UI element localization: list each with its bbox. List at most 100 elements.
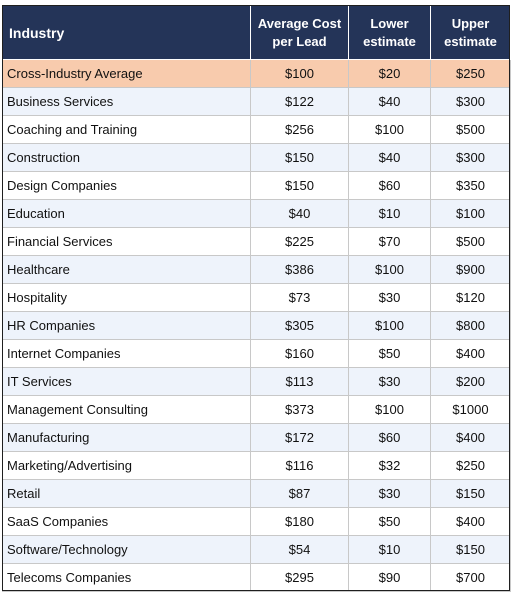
cell-average-cost: $180 bbox=[250, 507, 349, 536]
cell-lower-estimate: $50 bbox=[348, 507, 431, 536]
cell-average-cost: $172 bbox=[250, 423, 349, 452]
table-row: Marketing/Advertising $116 $32 $250 bbox=[2, 451, 511, 480]
cell-average-cost: $40 bbox=[250, 199, 349, 228]
cell-upper-estimate: $250 bbox=[430, 451, 511, 480]
cell-average-cost: $305 bbox=[250, 311, 349, 340]
table-row: Coaching and Training $256 $100 $500 bbox=[2, 115, 511, 144]
table-row: Design Companies $150 $60 $350 bbox=[2, 171, 511, 200]
cell-average-cost: $373 bbox=[250, 395, 349, 424]
cell-upper-estimate: $300 bbox=[430, 87, 511, 116]
cell-lower-estimate: $100 bbox=[348, 255, 431, 284]
cell-industry: Healthcare bbox=[2, 255, 251, 284]
table-row-highlight: Cross-Industry Average $100 $20 $250 bbox=[2, 59, 511, 88]
cost-per-lead-table: Industry Average Cost per Lead Lower est… bbox=[2, 5, 511, 592]
cell-average-cost: $87 bbox=[250, 479, 349, 508]
cell-industry: Software/Technology bbox=[2, 535, 251, 564]
table-row: Business Services $122 $40 $300 bbox=[2, 87, 511, 116]
cell-industry: Hospitality bbox=[2, 283, 251, 312]
cell-industry: Marketing/Advertising bbox=[2, 451, 251, 480]
cell-industry: Coaching and Training bbox=[2, 115, 251, 144]
table-row: Construction $150 $40 $300 bbox=[2, 143, 511, 172]
cell-industry: HR Companies bbox=[2, 311, 251, 340]
cell-average-cost: $122 bbox=[250, 87, 349, 116]
cell-industry: Business Services bbox=[2, 87, 251, 116]
cell-upper-estimate: $400 bbox=[430, 339, 511, 368]
cell-average-cost: $295 bbox=[250, 563, 349, 592]
cell-industry: Management Consulting bbox=[2, 395, 251, 424]
cell-average-cost: $116 bbox=[250, 451, 349, 480]
cell-average-cost: $73 bbox=[250, 283, 349, 312]
cell-lower-estimate: $32 bbox=[348, 451, 431, 480]
cell-lower-estimate: $90 bbox=[348, 563, 431, 592]
cell-average-cost: $113 bbox=[250, 367, 349, 396]
cell-lower-estimate: $30 bbox=[348, 283, 431, 312]
table-row: Financial Services $225 $70 $500 bbox=[2, 227, 511, 256]
cell-industry: SaaS Companies bbox=[2, 507, 251, 536]
table-body: Cross-Industry Average $100 $20 $250 Busines… bbox=[2, 59, 511, 592]
cell-upper-estimate: $400 bbox=[430, 423, 511, 452]
cell-industry: Construction bbox=[2, 143, 251, 172]
table-row: Telecoms Companies $295 $90 $700 bbox=[2, 563, 511, 592]
table-row: Internet Companies $160 $50 $400 bbox=[2, 339, 511, 368]
cell-industry: Internet Companies bbox=[2, 339, 251, 368]
header-upper-estimate: Upper estimate bbox=[430, 5, 511, 60]
cell-industry: Retail bbox=[2, 479, 251, 508]
cell-industry: Financial Services bbox=[2, 227, 251, 256]
cell-lower-estimate: $100 bbox=[348, 395, 431, 424]
cell-average-cost: $256 bbox=[250, 115, 349, 144]
cell-industry: Design Companies bbox=[2, 171, 251, 200]
cell-lower-estimate: $100 bbox=[348, 311, 431, 340]
cell-industry: Telecoms Companies bbox=[2, 563, 251, 592]
table-header-row: Industry Average Cost per Lead Lower est… bbox=[2, 5, 511, 60]
cell-average-cost: $150 bbox=[250, 143, 349, 172]
table-row: SaaS Companies $180 $50 $400 bbox=[2, 507, 511, 536]
table-row: Education $40 $10 $100 bbox=[2, 199, 511, 228]
cell-average-cost: $225 bbox=[250, 227, 349, 256]
cell-upper-estimate: $400 bbox=[430, 507, 511, 536]
cell-upper-estimate: $800 bbox=[430, 311, 511, 340]
cell-average-cost: $54 bbox=[250, 535, 349, 564]
cell-industry: Education bbox=[2, 199, 251, 228]
cell-average-cost: $100 bbox=[250, 59, 349, 88]
header-average-cost: Average Cost per Lead bbox=[250, 5, 349, 60]
table-row: IT Services $113 $30 $200 bbox=[2, 367, 511, 396]
cell-upper-estimate: $300 bbox=[430, 143, 511, 172]
cell-lower-estimate: $40 bbox=[348, 87, 431, 116]
header-lower-estimate: Lower estimate bbox=[348, 5, 431, 60]
cell-upper-estimate: $700 bbox=[430, 563, 511, 592]
table-row: HR Companies $305 $100 $800 bbox=[2, 311, 511, 340]
cell-lower-estimate: $20 bbox=[348, 59, 431, 88]
table-row: Healthcare $386 $100 $900 bbox=[2, 255, 511, 284]
cell-lower-estimate: $100 bbox=[348, 115, 431, 144]
header-industry: Industry bbox=[2, 5, 251, 60]
cell-upper-estimate: $150 bbox=[430, 479, 511, 508]
cell-lower-estimate: $30 bbox=[348, 479, 431, 508]
cell-average-cost: $150 bbox=[250, 171, 349, 200]
cell-industry: Manufacturing bbox=[2, 423, 251, 452]
table-row: Hospitality $73 $30 $120 bbox=[2, 283, 511, 312]
cell-lower-estimate: $10 bbox=[348, 535, 431, 564]
cell-upper-estimate: $100 bbox=[430, 199, 511, 228]
cell-industry: IT Services bbox=[2, 367, 251, 396]
cell-lower-estimate: $60 bbox=[348, 423, 431, 452]
cell-upper-estimate: $150 bbox=[430, 535, 511, 564]
cost-per-lead-table-container: Industry Average Cost per Lead Lower est… bbox=[2, 5, 511, 592]
cell-lower-estimate: $30 bbox=[348, 367, 431, 396]
cell-upper-estimate: $120 bbox=[430, 283, 511, 312]
cell-industry: Cross-Industry Average bbox=[2, 59, 251, 88]
cell-lower-estimate: $40 bbox=[348, 143, 431, 172]
table-row: Manufacturing $172 $60 $400 bbox=[2, 423, 511, 452]
cell-upper-estimate: $350 bbox=[430, 171, 511, 200]
cell-average-cost: $386 bbox=[250, 255, 349, 284]
cell-upper-estimate: $250 bbox=[430, 59, 511, 88]
cell-lower-estimate: $70 bbox=[348, 227, 431, 256]
cell-upper-estimate: $900 bbox=[430, 255, 511, 284]
cell-average-cost: $160 bbox=[250, 339, 349, 368]
table-row: Management Consulting $373 $100 $1000 bbox=[2, 395, 511, 424]
cell-upper-estimate: $1000 bbox=[430, 395, 511, 424]
cell-upper-estimate: $500 bbox=[430, 227, 511, 256]
cell-upper-estimate: $500 bbox=[430, 115, 511, 144]
cell-lower-estimate: $10 bbox=[348, 199, 431, 228]
cell-lower-estimate: $60 bbox=[348, 171, 431, 200]
cell-lower-estimate: $50 bbox=[348, 339, 431, 368]
